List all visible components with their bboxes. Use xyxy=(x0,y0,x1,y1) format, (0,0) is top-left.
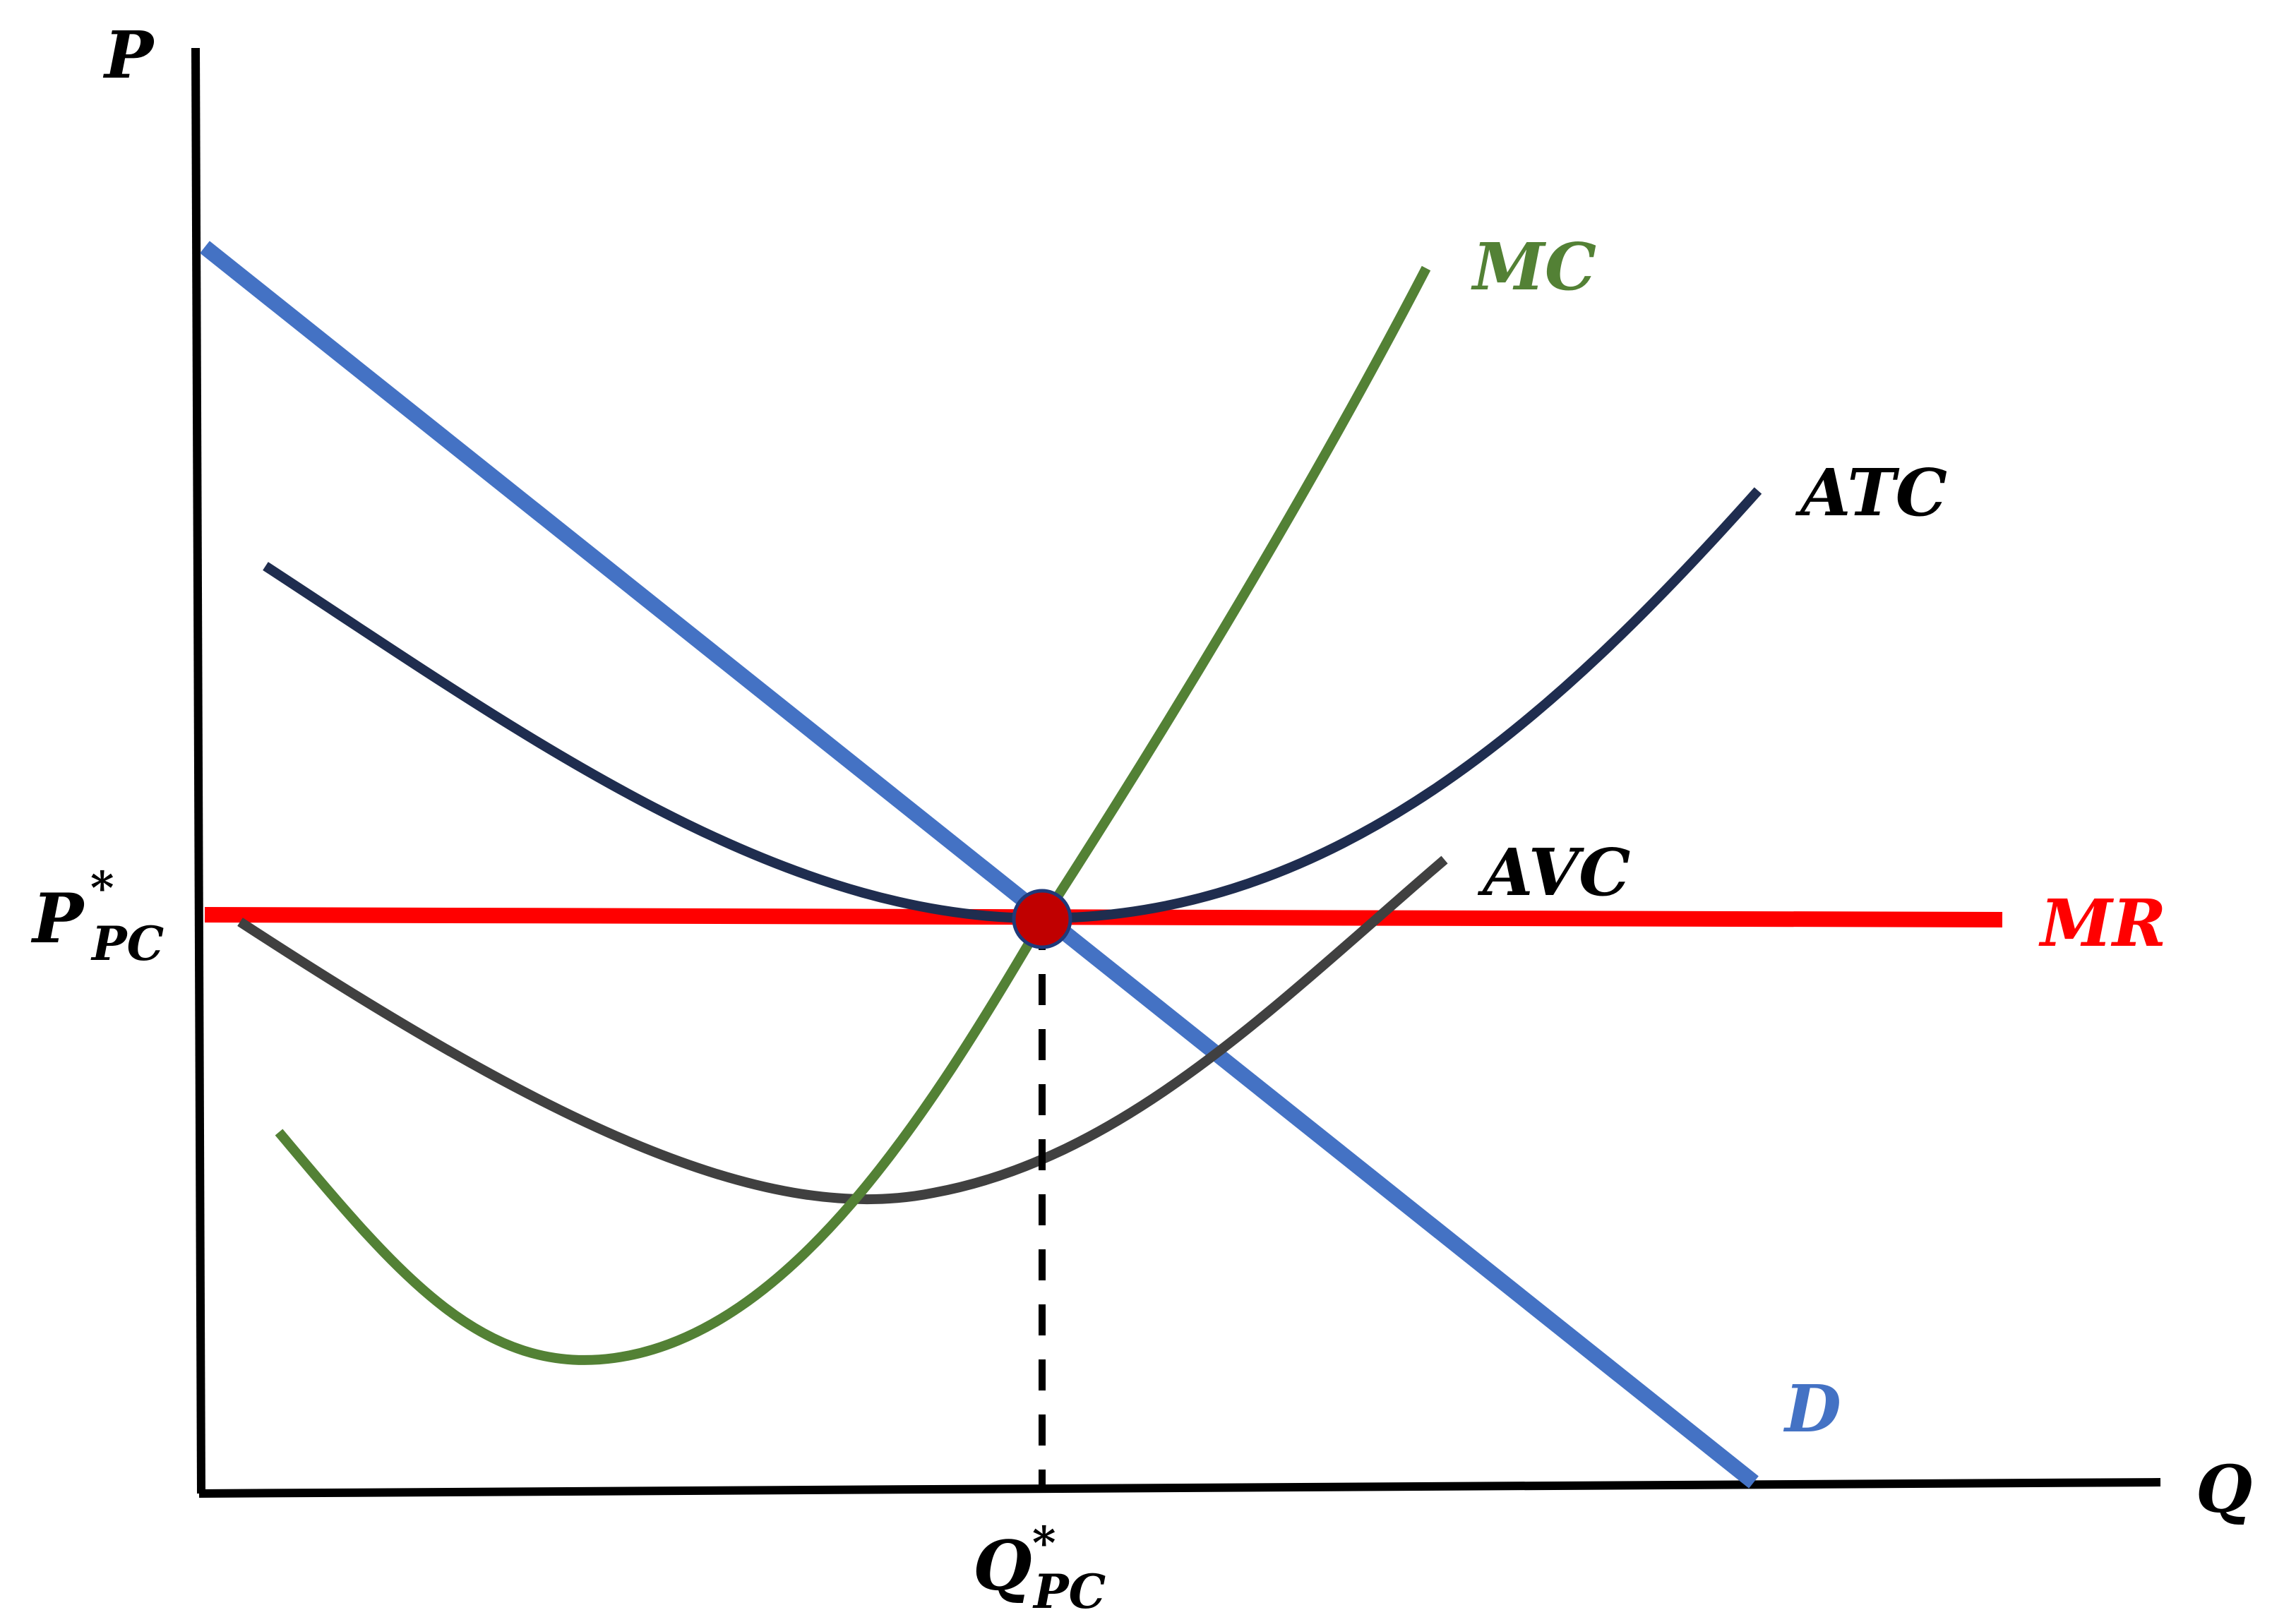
equilibrium-price-label: P * PC xyxy=(30,862,164,971)
x-axis-label: Q xyxy=(2196,1451,2252,1527)
mr-label: MR xyxy=(2038,885,2166,961)
quantity-label-sup: * xyxy=(1032,1517,1056,1570)
y-axis xyxy=(191,47,205,1494)
x-axis xyxy=(198,1478,2161,1498)
price-label-sup: * xyxy=(90,862,114,915)
avc-curve xyxy=(237,855,1448,1205)
quantity-label-main: Q xyxy=(973,1526,1032,1606)
y-axis-label: P xyxy=(102,17,155,93)
atc-label: ATC xyxy=(1795,455,1947,531)
quantity-label-sub: PC xyxy=(1032,1564,1106,1610)
demand-label: D xyxy=(1783,1371,1841,1447)
mc-curve xyxy=(275,265,1431,1365)
demand-curve xyxy=(200,241,1759,1489)
equilibrium-point xyxy=(1012,889,1072,949)
avc-label: AVC xyxy=(1477,834,1630,911)
equilibrium-quantity-label: Q * PC xyxy=(973,1517,1106,1610)
price-label-sub: PC xyxy=(90,916,164,971)
mc-label: MC xyxy=(1471,229,1596,305)
price-label-main: P xyxy=(30,879,85,959)
